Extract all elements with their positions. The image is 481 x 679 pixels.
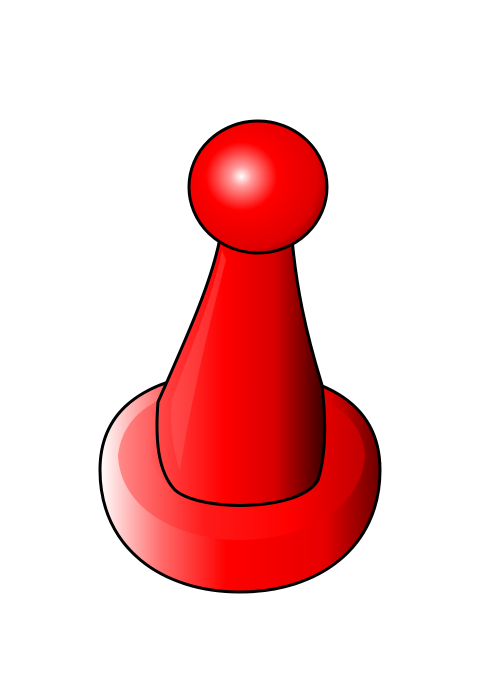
pawn-head	[187, 119, 329, 255]
pawn-body	[155, 236, 327, 507]
